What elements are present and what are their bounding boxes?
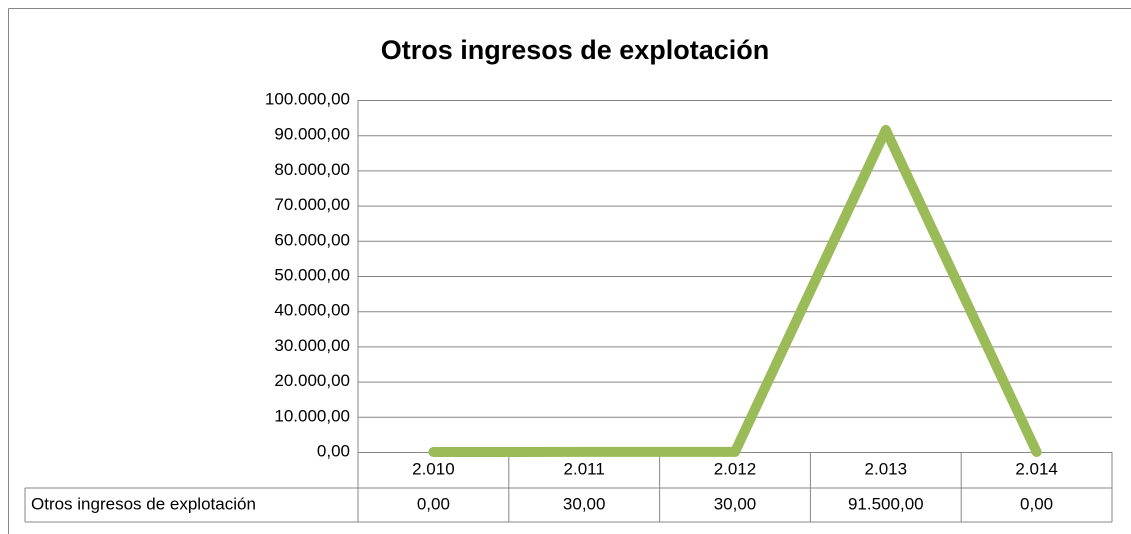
x-tick-label: 2.010 <box>412 459 455 478</box>
data-label: 0,00 <box>417 494 450 513</box>
x-tick-label: 2.012 <box>714 459 757 478</box>
y-tick-label: 90.000,00 <box>274 125 350 144</box>
line <box>428 124 1042 457</box>
legend-label: Otros ingresos de explotación <box>31 494 256 513</box>
y-tick-label: 100.000,00 <box>265 89 350 108</box>
chart-title: Otros ingresos de explotación <box>381 35 770 65</box>
y-tick-label: 10.000,00 <box>274 406 350 425</box>
y-tick-label: 0,00 <box>317 441 350 460</box>
y-tick-label: 40.000,00 <box>274 301 350 320</box>
y-tick-label: 70.000,00 <box>274 195 350 214</box>
data-label: 0,00 <box>1020 494 1053 513</box>
x-tick-label: 2.013 <box>865 459 908 478</box>
y-tick-label: 20.000,00 <box>274 371 350 390</box>
y-tick-label: 30.000,00 <box>274 336 350 355</box>
data-label: 91.500,00 <box>848 494 924 513</box>
y-tick-label: 50.000,00 <box>274 265 350 284</box>
data-label: 30,00 <box>714 494 757 513</box>
x-tick-label: 2.014 <box>1015 459 1058 478</box>
y-tick-label: 60.000,00 <box>274 230 350 249</box>
x-tick-label: 2.011 <box>564 459 605 478</box>
y-tick-label: 80.000,00 <box>274 160 350 179</box>
data-label: 30,00 <box>563 494 606 513</box>
